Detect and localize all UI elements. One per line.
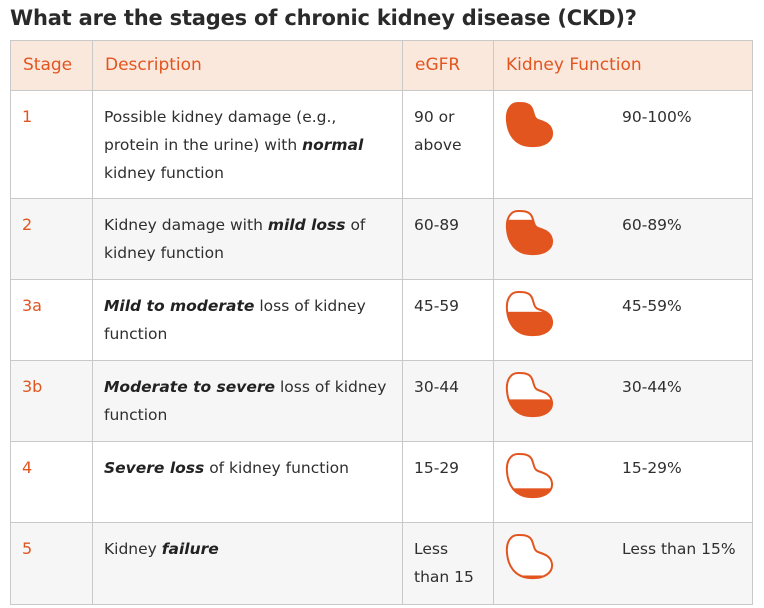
stage-cell: 3a (10, 279, 93, 361)
egfr-cell: 60-89 (402, 198, 494, 280)
table-row: 1 Possible kidney damage (e.g., protein … (10, 90, 753, 199)
kidney-function-cell: 30-44% (493, 360, 753, 442)
header-kidney-function: Kidney Function (493, 40, 753, 91)
egfr-cell: 15-29 (402, 441, 494, 523)
description-cell: Severe loss of kidney function (92, 441, 403, 523)
header-description: Description (92, 40, 403, 91)
header-egfr: eGFR (402, 40, 494, 91)
egfr-cell: 90 or above (402, 90, 494, 199)
stage-cell: 4 (10, 441, 93, 523)
description-cell: Moderate to severe loss of kidney functi… (92, 360, 403, 442)
kidney-function-cell: Less than 15% (493, 522, 753, 605)
kidney-function-cell: 60-89% (493, 198, 753, 280)
header-stage: Stage (10, 40, 93, 91)
table-row: 3a Mild to moderate loss of kidney funct… (10, 279, 753, 361)
description-cell: Possible kidney damage (e.g., protein in… (92, 90, 403, 199)
egfr-cell: Less than 15 (402, 522, 494, 605)
table-header-row: Stage Description eGFR Kidney Function (10, 40, 753, 91)
stage-cell: 1 (10, 90, 93, 199)
stage-cell: 3b (10, 360, 93, 442)
stage-cell: 2 (10, 198, 93, 280)
kidney-icon (505, 371, 554, 418)
ckd-stages-table: Stage Description eGFR Kidney Function 1… (10, 40, 753, 605)
egfr-cell: 30-44 (402, 360, 494, 442)
kidney-icon (505, 101, 554, 148)
kidney-function-cell: 45-59% (493, 279, 753, 361)
table-row: 2 Kidney damage with mild loss of kidney… (10, 198, 753, 280)
kidney-function-percent: Less than 15% (622, 540, 736, 558)
kidney-function-cell: 90-100% (493, 90, 753, 199)
table-row: 3b Moderate to severe loss of kidney fun… (10, 360, 753, 442)
description-cell: Mild to moderate loss of kidney function (92, 279, 403, 361)
kidney-function-cell: 15-29% (493, 441, 753, 523)
egfr-cell: 45-59 (402, 279, 494, 361)
kidney-function-percent: 60-89% (622, 216, 682, 234)
table-row: 5 Kidney failure Less than 15 Less than … (10, 522, 753, 605)
kidney-icon (505, 209, 554, 256)
kidney-icon (505, 533, 554, 580)
page-title: What are the stages of chronic kidney di… (10, 6, 637, 30)
description-cell: Kidney damage with mild loss of kidney f… (92, 198, 403, 280)
kidney-function-percent: 45-59% (622, 297, 682, 315)
kidney-function-percent: 90-100% (622, 108, 692, 126)
kidney-function-percent: 30-44% (622, 378, 682, 396)
kidney-icon (505, 452, 554, 499)
kidney-icon (505, 290, 554, 337)
stage-cell: 5 (10, 522, 93, 605)
kidney-function-percent: 15-29% (622, 459, 682, 477)
description-cell: Kidney failure (92, 522, 403, 605)
table-row: 4 Severe loss of kidney function 15-29 1… (10, 441, 753, 523)
